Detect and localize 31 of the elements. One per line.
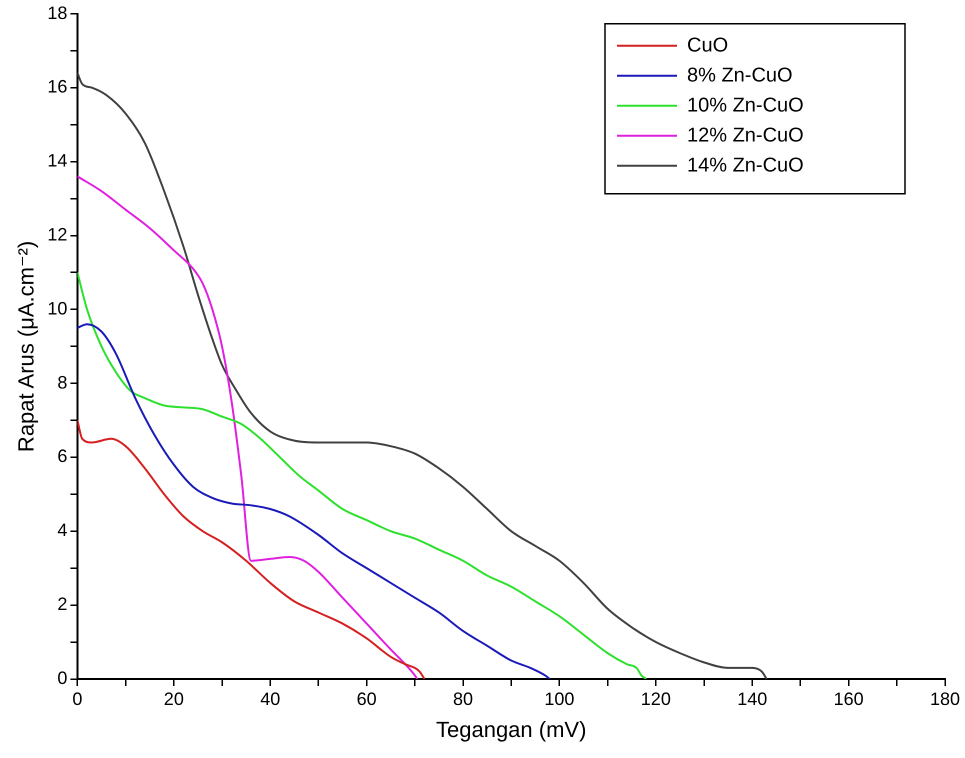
x-tick-label: 60 (356, 688, 377, 709)
y-tick-label: 6 (57, 446, 68, 466)
x-tick-label: 40 (260, 688, 280, 709)
y-tick-label: 10 (47, 298, 68, 318)
legend-label: 12% Zn-CuO (687, 124, 804, 146)
y-axis-title: Rapat Arus (μA.cm⁻²) (13, 240, 38, 452)
x-tick-label: 20 (164, 688, 184, 709)
x-tick-label: 180 (930, 688, 960, 709)
x-tick-label: 100 (544, 688, 574, 709)
legend-label: 14% Zn-CuO (687, 154, 804, 176)
legend-label: 8% Zn-CuO (687, 64, 793, 86)
line-series (77, 271, 648, 679)
x-tick-label: 0 (72, 688, 82, 709)
x-tick-label: 120 (640, 688, 671, 709)
x-tick-label: 160 (834, 688, 864, 709)
line-series (77, 419, 426, 679)
y-tick-label: 2 (57, 594, 68, 614)
legend-label: 10% Zn-CuO (687, 94, 804, 116)
legend-label: CuO (687, 34, 728, 56)
x-axis-title: Tegangan (mV) (436, 716, 586, 742)
y-tick-label: 8 (57, 372, 68, 392)
y-tick-label: 16 (47, 76, 68, 97)
y-tick-label: 12 (47, 224, 68, 244)
y-tick-label: 0 (57, 668, 68, 688)
line-series (77, 175, 418, 679)
line-series (77, 323, 551, 679)
x-tick-label: 140 (737, 688, 768, 709)
y-tick-label: 18 (47, 2, 68, 23)
y-tick-label: 14 (47, 150, 68, 171)
y-tick-label: 4 (57, 520, 68, 540)
x-tick-label: 80 (452, 688, 474, 709)
